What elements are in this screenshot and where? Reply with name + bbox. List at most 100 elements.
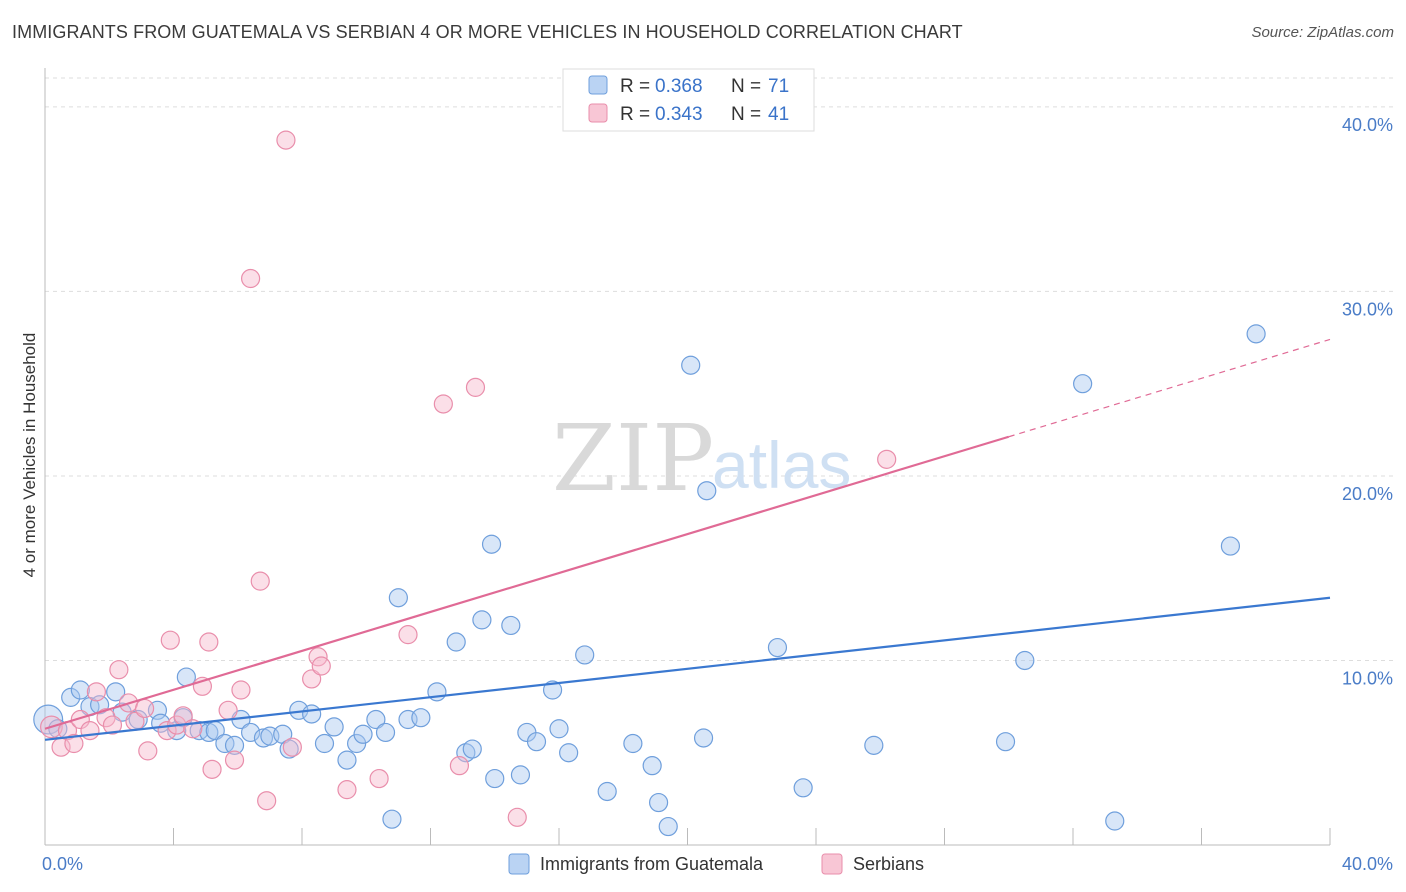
watermark-zip: ZIP	[552, 405, 714, 512]
point-guatemala-55	[642, 756, 662, 776]
point-guatemala-3	[70, 680, 90, 700]
axes	[44, 68, 1331, 846]
y-tick-label-1: 20.0%	[1342, 484, 1393, 504]
trend-line-guatemala	[44, 596, 1331, 741]
point-serbians-29	[282, 737, 302, 757]
legend-n-value-2: 41	[768, 104, 789, 125]
point-serbians-23	[224, 750, 245, 770]
legend-bottom: Immigrants from Guatemala Serbians	[508, 853, 924, 875]
x-tick-label-min: 0.0%	[42, 854, 83, 874]
point-serbians-22	[218, 700, 238, 720]
point-guatemala-43	[481, 534, 502, 554]
point-serbians-32	[311, 656, 331, 676]
point-serbians-38	[465, 377, 486, 397]
y-tick-label-0: 10.0%	[1342, 668, 1393, 688]
legend-top: R = 0.368 N = 71 R = 0.343 N = 41	[562, 68, 815, 132]
point-serbians-13	[138, 741, 158, 761]
point-guatemala-35	[388, 588, 408, 608]
point-serbians-37	[449, 756, 470, 776]
point-guatemala-69	[1246, 324, 1266, 344]
point-serbians-6	[86, 682, 107, 702]
series-immigrants-from-guatemala	[33, 324, 1266, 837]
legend-r-label-2: R =	[620, 104, 650, 125]
point-guatemala-17	[215, 733, 235, 754]
source-label: Source: ZipAtlas.com	[1251, 24, 1394, 41]
point-serbians-39	[507, 807, 527, 827]
legend-n-label-2: N =	[731, 104, 761, 125]
point-guatemala-63	[864, 735, 884, 755]
point-serbians-36	[433, 394, 453, 414]
point-guatemala-37	[411, 708, 431, 728]
legend-r-value-1: 0.368	[655, 76, 703, 97]
point-guatemala-21	[253, 728, 274, 748]
point-guatemala-68	[1220, 536, 1241, 556]
point-serbians-8	[102, 715, 123, 735]
trend-line-serbians-solid	[44, 435, 1010, 730]
point-serbians-30	[302, 669, 322, 689]
point-guatemala-46	[510, 765, 531, 785]
point-serbians-35	[398, 625, 418, 645]
point-guatemala-24	[279, 739, 299, 759]
point-guatemala-39	[446, 632, 466, 652]
point-guatemala-34	[382, 809, 402, 829]
y-tick-label-2: 30.0%	[1342, 299, 1393, 319]
point-serbians-33	[337, 780, 357, 800]
legend-bottom-label-1: Immigrants from Guatemala	[540, 854, 764, 874]
point-guatemala-52	[575, 645, 595, 665]
legend-swatch-blue	[588, 75, 608, 95]
point-guatemala-58	[681, 355, 701, 375]
x-tick-label-max: 40.0%	[1342, 854, 1393, 874]
point-guatemala-6	[106, 682, 126, 702]
point-guatemala-48	[526, 732, 547, 752]
point-guatemala-32	[366, 709, 386, 730]
legend-bottom-label-2: Serbians	[853, 854, 924, 874]
point-serbians-26	[250, 571, 270, 591]
legend-n-value-1: 71	[768, 76, 789, 97]
point-serbians-20	[199, 632, 219, 652]
legend-bottom-swatch-blue	[508, 853, 530, 875]
point-guatemala-26	[302, 704, 322, 724]
point-guatemala-62	[793, 778, 813, 798]
point-guatemala-15	[199, 722, 219, 743]
point-guatemala-67	[1105, 811, 1125, 831]
point-guatemala-66	[1073, 374, 1093, 394]
legend-bottom-swatch-pink	[821, 853, 843, 875]
point-guatemala-61	[767, 637, 788, 658]
point-guatemala-57	[658, 816, 678, 837]
point-guatemala-50	[549, 719, 569, 739]
trend-line-serbians-dashed	[1008, 338, 1331, 438]
point-serbians-25	[241, 268, 261, 289]
legend-n-label-1: N =	[731, 76, 761, 97]
point-guatemala-59	[693, 728, 714, 748]
watermark: ZIP atlas	[552, 405, 851, 512]
series-serbians	[40, 130, 897, 827]
point-guatemala-33	[375, 722, 396, 743]
y-axis-title: 4 or more Vehicles in Household	[20, 333, 39, 578]
point-serbians-9	[109, 660, 129, 680]
point-serbians-40	[877, 449, 897, 469]
point-guatemala-27	[314, 733, 335, 754]
point-guatemala-64	[995, 732, 1016, 752]
point-guatemala-56	[648, 792, 669, 813]
point-guatemala-41	[462, 739, 482, 759]
chart-title: IMMIGRANTS FROM GUATEMALA VS SERBIAN 4 O…	[12, 22, 963, 42]
legend-swatch-pink	[588, 103, 608, 123]
point-serbians-34	[369, 768, 389, 789]
point-guatemala-14	[189, 720, 209, 741]
point-serbians-24	[231, 680, 251, 700]
watermark-atlas: atlas	[712, 428, 851, 502]
point-serbians-4	[70, 709, 90, 730]
point-serbians-21	[202, 759, 222, 779]
point-guatemala-29	[337, 750, 357, 770]
point-guatemala-51	[559, 743, 579, 763]
point-guatemala-65	[1015, 650, 1035, 671]
trend-lines	[44, 338, 1331, 741]
point-guatemala-31	[353, 724, 373, 744]
y-tick-label-3: 40.0%	[1342, 115, 1393, 135]
y-tick-labels: 10.0% 20.0% 30.0% 40.0%	[1342, 115, 1393, 689]
legend-r-value-2: 0.343	[655, 104, 703, 125]
point-serbians-15	[160, 630, 180, 650]
point-guatemala-53	[597, 781, 617, 802]
point-guatemala-42	[472, 610, 492, 630]
point-serbians-7	[96, 708, 116, 728]
